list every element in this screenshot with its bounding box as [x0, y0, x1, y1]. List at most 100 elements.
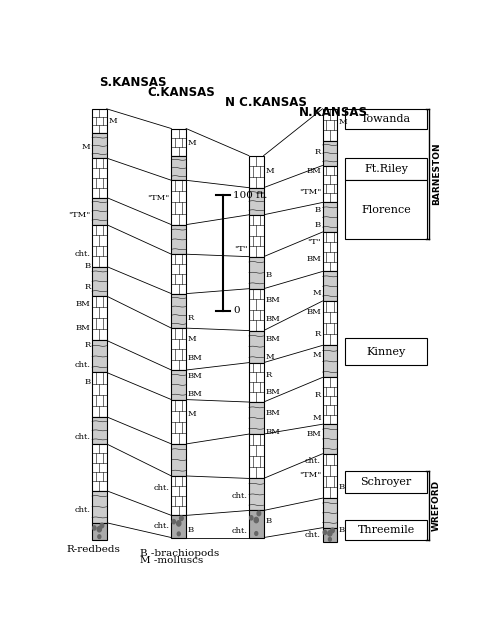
Bar: [322, 498, 337, 528]
Text: B: B: [339, 526, 345, 534]
Bar: [322, 528, 337, 543]
Text: B: B: [84, 378, 90, 387]
Bar: [92, 491, 106, 523]
Text: cht.: cht.: [305, 531, 321, 539]
Circle shape: [98, 535, 101, 538]
Text: B -brachiopods: B -brachiopods: [140, 549, 219, 558]
Bar: [322, 271, 337, 301]
Text: Towanda: Towanda: [361, 114, 411, 124]
Text: M: M: [265, 353, 274, 361]
Circle shape: [178, 532, 180, 536]
Bar: [92, 340, 106, 372]
Bar: [92, 523, 106, 540]
Circle shape: [328, 538, 332, 541]
Bar: [322, 141, 337, 166]
Text: 0: 0: [233, 307, 239, 316]
Bar: [92, 444, 106, 491]
Circle shape: [328, 531, 332, 536]
Text: "TM": "TM": [298, 471, 321, 479]
Text: BM: BM: [265, 428, 280, 436]
Text: M: M: [82, 143, 90, 151]
Bar: [92, 198, 106, 225]
Text: R: R: [84, 341, 90, 349]
Bar: [92, 296, 106, 340]
Text: M: M: [265, 168, 274, 175]
Circle shape: [257, 511, 260, 516]
Bar: [322, 202, 337, 232]
Text: cht.: cht.: [74, 433, 90, 440]
Circle shape: [92, 526, 96, 530]
Bar: [172, 370, 186, 399]
Bar: [92, 417, 106, 444]
Circle shape: [172, 520, 176, 524]
Bar: [249, 289, 264, 331]
Bar: [249, 434, 264, 479]
Text: "TM": "TM": [298, 188, 321, 196]
Text: M: M: [108, 117, 117, 125]
Text: cht.: cht.: [305, 457, 321, 465]
Text: R: R: [314, 390, 321, 399]
Bar: [249, 156, 264, 188]
Text: M -molluscs: M -molluscs: [140, 556, 203, 565]
Text: R: R: [265, 371, 272, 379]
Text: R: R: [314, 330, 321, 338]
Bar: [172, 129, 186, 156]
Text: N C.KANSAS: N C.KANSAS: [225, 96, 307, 109]
Text: BM: BM: [265, 296, 280, 303]
Text: M: M: [188, 140, 196, 147]
Bar: [322, 424, 337, 454]
Text: BM: BM: [265, 335, 280, 343]
Bar: [92, 109, 106, 134]
Bar: [172, 225, 186, 254]
Circle shape: [330, 528, 334, 532]
Text: BM: BM: [265, 316, 280, 323]
Bar: [172, 444, 186, 476]
Text: cht.: cht.: [74, 361, 90, 369]
Bar: [249, 511, 264, 538]
Bar: [322, 346, 337, 378]
Text: BM: BM: [306, 168, 321, 175]
Text: BM: BM: [265, 388, 280, 396]
Bar: [92, 134, 106, 158]
Text: cht.: cht.: [154, 522, 170, 530]
Text: R: R: [314, 148, 321, 156]
Bar: [346, 471, 427, 493]
Text: B: B: [188, 526, 194, 534]
Circle shape: [250, 516, 253, 520]
Text: M: M: [312, 289, 321, 297]
Text: C.KANSAS: C.KANSAS: [148, 86, 216, 99]
Text: B: B: [84, 262, 90, 269]
Bar: [172, 254, 186, 294]
Text: R-redbeds: R-redbeds: [66, 545, 120, 554]
Bar: [249, 257, 264, 289]
Text: B: B: [315, 206, 321, 214]
Bar: [249, 215, 264, 257]
Text: BM: BM: [188, 390, 202, 397]
Bar: [172, 180, 186, 225]
Bar: [322, 232, 337, 271]
Text: R: R: [188, 314, 194, 323]
Text: B: B: [265, 517, 272, 525]
Circle shape: [97, 527, 102, 532]
Bar: [172, 515, 186, 538]
Circle shape: [180, 516, 183, 520]
Text: BM: BM: [76, 324, 90, 332]
Circle shape: [100, 524, 103, 528]
Text: M: M: [339, 118, 347, 126]
Text: BM: BM: [265, 409, 280, 417]
Bar: [322, 109, 337, 141]
Bar: [92, 266, 106, 296]
Text: B: B: [339, 483, 345, 491]
Text: Kinney: Kinney: [366, 346, 406, 356]
Text: cht.: cht.: [74, 506, 90, 515]
Bar: [322, 378, 337, 424]
Bar: [346, 158, 427, 180]
Bar: [172, 399, 186, 444]
Bar: [322, 301, 337, 346]
Text: Ft.Riley: Ft.Riley: [364, 164, 408, 174]
Text: "TM": "TM": [68, 211, 90, 219]
Circle shape: [176, 521, 181, 526]
Circle shape: [323, 530, 326, 534]
Bar: [346, 180, 427, 239]
Text: Threemile: Threemile: [358, 525, 414, 535]
